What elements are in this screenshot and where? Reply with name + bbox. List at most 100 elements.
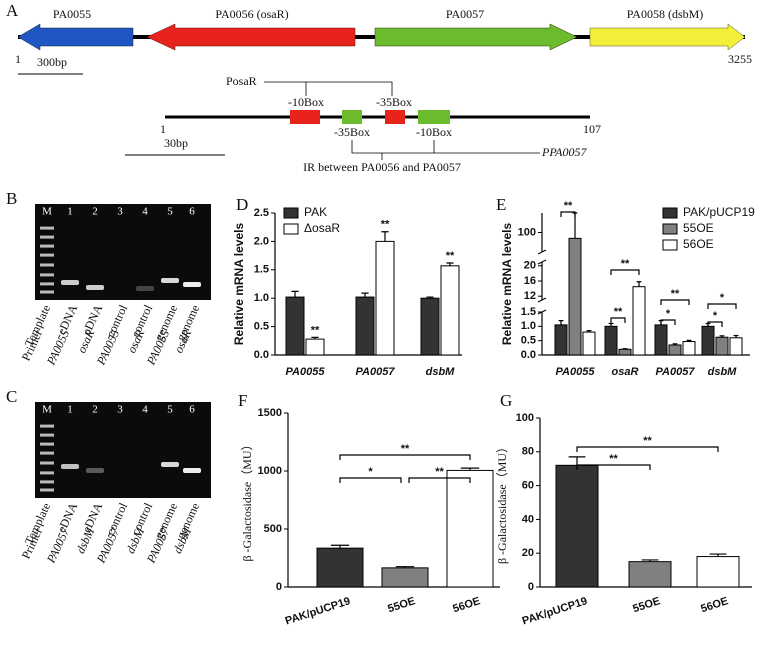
axis-break	[537, 249, 547, 255]
sample-band	[161, 278, 179, 283]
error-bar	[586, 330, 592, 333]
error-bar	[446, 262, 454, 266]
y-tick-label: 12	[524, 290, 536, 302]
error-bar	[291, 290, 299, 298]
significance: **	[446, 250, 455, 262]
lane-label: 2	[92, 404, 98, 416]
bar	[446, 469, 494, 588]
significance-bracket	[408, 477, 471, 483]
significance: **	[381, 219, 390, 231]
sample-band	[61, 464, 79, 469]
significance-bracket	[610, 317, 626, 323]
ladder-band	[40, 235, 54, 239]
y-tick-label: 1.5	[521, 306, 536, 318]
significance: **	[311, 324, 320, 336]
panel-letter: F	[238, 391, 247, 410]
significance-bracket	[707, 303, 737, 309]
bar	[375, 240, 395, 356]
significance-bracket	[610, 269, 640, 275]
primer-label: PA0055	[93, 328, 122, 368]
bar	[355, 296, 375, 356]
ir-label: IR between PA0056 and PA0057	[303, 160, 461, 174]
x-tick-label: PA0055	[286, 366, 326, 378]
error-bar	[733, 334, 739, 338]
legend-swatch	[662, 223, 678, 235]
gene-label: PA0055	[53, 7, 91, 21]
bar	[668, 344, 682, 356]
lane-label: 2	[92, 206, 98, 218]
ladder-band	[40, 273, 54, 277]
gene-label: PA0056 (osaR)	[215, 7, 288, 21]
y-tick-label: 500	[264, 523, 282, 535]
scale-label: 30bp	[164, 136, 188, 150]
lane-label: 5	[167, 206, 173, 218]
coordinate: 107	[583, 122, 601, 136]
y-tick-label: 1500	[258, 407, 282, 419]
gene-label: PA0058 (dsbM)	[627, 7, 704, 21]
x-tick-label: PA0055	[556, 366, 596, 378]
gene-arrow	[589, 23, 746, 51]
bar	[440, 265, 460, 356]
significance-bracket	[339, 454, 471, 460]
ladder-band	[40, 290, 54, 294]
x-tick-label: osaR	[612, 366, 639, 378]
scale-label: 300bp	[37, 55, 67, 69]
ladder-band	[40, 253, 54, 257]
error-bar	[709, 553, 727, 557]
x-tick-label: 56OE	[699, 595, 729, 615]
y-tick-label: 100	[516, 412, 534, 424]
ladder-band	[40, 461, 54, 465]
lane-label: 3	[117, 206, 123, 218]
significance-bracket	[339, 477, 402, 483]
bar	[696, 556, 740, 588]
panel-letter: B	[6, 189, 17, 208]
lane-label: 5	[167, 404, 173, 416]
legend-swatch	[283, 207, 299, 219]
error-bar	[361, 292, 369, 298]
y-tick-label: 1.0	[254, 292, 269, 304]
bar	[555, 464, 599, 588]
y-tick-label: 0	[276, 581, 282, 593]
significance: **	[401, 443, 410, 455]
y-tick-label: 1.0	[521, 320, 536, 332]
significance: **	[621, 258, 630, 270]
ladder-band	[40, 244, 54, 248]
gene-arrow	[17, 23, 134, 51]
y-axis-label: β -Galactosidase（MU）	[240, 438, 254, 561]
axis-break	[537, 259, 547, 265]
error-bar	[622, 348, 628, 350]
y-tick-label: 20	[524, 260, 536, 272]
error-bar	[672, 343, 678, 345]
y-tick-label: 20	[522, 547, 534, 559]
ladder-band	[40, 442, 54, 446]
bar	[618, 348, 632, 356]
significance-bracket	[576, 464, 651, 470]
lane-label: M	[42, 404, 52, 416]
axis-break	[537, 297, 547, 303]
significance-bracket	[660, 319, 676, 325]
bar	[381, 567, 429, 588]
y-tick-label: 2.5	[254, 207, 269, 219]
panel-letter: A	[6, 1, 19, 20]
primer-label: PA0057	[43, 525, 72, 566]
y-tick-label: 16	[524, 275, 536, 287]
lane-label: 3	[117, 404, 123, 416]
sample-band	[161, 462, 179, 467]
box-label: -10Box	[288, 95, 324, 109]
panel-letter: G	[500, 391, 512, 410]
x-tick-label: PAK/pUCP19	[284, 595, 352, 627]
box-label: -35Box	[376, 95, 412, 109]
bracket	[351, 140, 540, 154]
bar	[701, 325, 715, 356]
bar	[316, 547, 364, 588]
y-axis-label: Relative mRNA levels	[500, 223, 514, 346]
error-bar	[426, 296, 434, 299]
sample-band	[136, 286, 154, 291]
error-bar	[460, 467, 480, 471]
axis-break	[537, 309, 547, 315]
bar	[305, 338, 325, 356]
significance: *	[368, 466, 373, 478]
coordinate: 1	[160, 122, 166, 136]
ladder-band	[40, 433, 54, 437]
promoter-label: PPA0057	[541, 145, 587, 159]
